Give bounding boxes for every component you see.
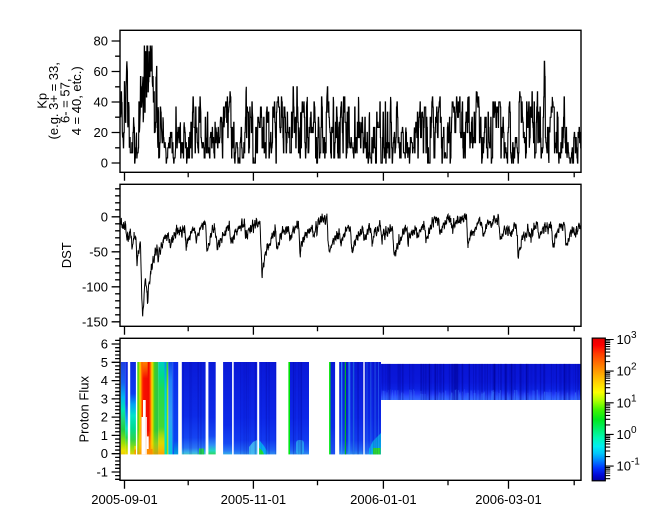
svg-text:20: 20 [94,125,108,140]
svg-text:(e.g. 3+ = 33,: (e.g. 3+ = 33, [46,62,61,139]
svg-text:-150: -150 [82,314,108,329]
svg-text:5: 5 [101,355,108,370]
svg-text:0: 0 [101,209,108,224]
svg-text:2005-09-01: 2005-09-01 [91,492,158,507]
svg-text:6: 6 [101,337,108,352]
svg-text:1: 1 [101,428,108,443]
svg-text:2006-03-01: 2006-03-01 [475,492,542,507]
svg-text:Kp: Kp [35,93,50,109]
svg-text:0: 0 [101,446,108,461]
svg-text:6- = 57,: 6- = 57, [58,79,73,123]
svg-text:DST: DST [59,242,74,268]
svg-text:0: 0 [101,156,108,171]
svg-text:80: 80 [94,34,108,49]
svg-text:2: 2 [101,410,108,425]
svg-text:40: 40 [94,95,108,110]
svg-text:60: 60 [94,64,108,79]
svg-text:3: 3 [101,391,108,406]
svg-text:-100: -100 [82,279,108,294]
svg-text:-50: -50 [89,244,108,259]
svg-text:2005-11-01: 2005-11-01 [221,492,287,507]
svg-text:Proton Flux: Proton Flux [77,376,92,443]
svg-text:4: 4 [101,373,108,388]
svg-text:-1: -1 [96,465,108,480]
svg-text:2006-01-01: 2006-01-01 [350,492,417,507]
svg-text:4 = 40, etc.): 4 = 40, etc.) [69,66,84,135]
